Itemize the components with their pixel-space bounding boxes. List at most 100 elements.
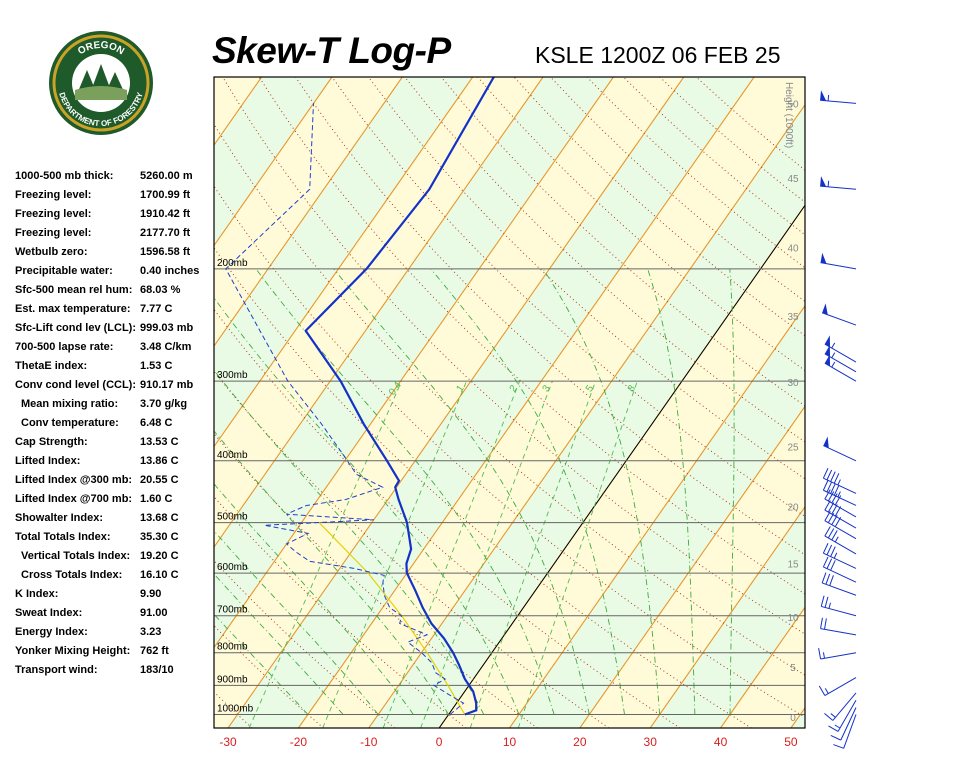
wind-barb <box>824 345 857 373</box>
stat-row: K Index: 9.90 <box>15 586 215 605</box>
stat-label: Sfc-500 mean rel hum: <box>15 284 133 296</box>
wind-barb-shaft <box>820 185 857 190</box>
isotherm-line <box>227 77 685 728</box>
stat-label: Conv temperature: <box>21 417 119 429</box>
wind-barb-flag <box>824 713 834 721</box>
wind-barb <box>820 252 857 270</box>
wind-barb-flag <box>826 481 833 493</box>
stat-label: Cap Strength: <box>15 436 88 448</box>
mixing-ratio-label: 5 <box>584 383 596 394</box>
height-tick-label: 15 <box>787 560 799 571</box>
wind-barb-flag <box>818 685 826 696</box>
wind-barb-flag <box>830 471 836 482</box>
wind-barb-flag <box>826 469 833 481</box>
wind-barb-shaft <box>823 445 857 462</box>
stat-row: Sfc-Lift cond lev (LCL): 999.03 mb <box>15 320 215 339</box>
wind-barb-flag <box>829 575 834 586</box>
stat-row: Precipitable water: 0.40 inches <box>15 263 215 282</box>
stat-value: 13.53 C <box>140 436 179 448</box>
plot-area <box>0 77 805 728</box>
pressure-label: 700mb <box>217 605 248 616</box>
stat-label: Lifted Index: <box>15 455 81 467</box>
wind-barb-shaft <box>824 677 857 696</box>
isotherm-band <box>0 77 51 728</box>
wind-barb-shaft <box>820 262 857 270</box>
moist-adiabat <box>255 268 555 715</box>
wind-barb-half-flag <box>837 491 841 498</box>
stat-value: 13.68 C <box>140 512 179 524</box>
stat-value: 762 ft <box>140 645 169 657</box>
isotherm-line <box>649 505 805 728</box>
isotherm-band <box>228 77 755 728</box>
pressure-label: 300mb <box>217 370 248 381</box>
dry-adiabat <box>0 77 181 728</box>
wind-barb-flag <box>830 560 836 571</box>
wind-barb <box>822 480 857 506</box>
stat-value: 1910.42 ft <box>140 208 191 220</box>
mixing-ratio-label: 3 <box>541 383 553 394</box>
isotherm-band <box>0 77 121 728</box>
logo-top-text: OREGON <box>76 40 126 57</box>
wind-barb-flag <box>820 617 823 629</box>
wind-barb-pennant <box>824 345 831 357</box>
pressure-label: 1000mb <box>217 703 254 714</box>
wind-barb-half-flag <box>828 602 831 609</box>
stat-value: 68.03 % <box>140 284 181 296</box>
stat-label: Transport wind: <box>15 664 98 676</box>
height-tick-label: 0 <box>790 713 796 724</box>
height-tick-label: 5 <box>790 663 796 674</box>
stat-value: 13.86 C <box>140 455 179 467</box>
mixing-ratio-line <box>517 381 638 728</box>
wind-barb-shaft <box>823 489 857 506</box>
svg-text:OREGON: OREGON <box>76 40 126 57</box>
wind-barb-half-flag <box>831 361 836 368</box>
wind-barb-shaft <box>820 99 857 104</box>
wind-barb-shaft <box>824 535 857 555</box>
stat-value: 1.53 C <box>140 360 173 372</box>
height-tick-label: 25 <box>787 443 799 454</box>
wind-barb <box>822 556 857 583</box>
wind-barb-half-flag <box>824 688 829 694</box>
parcel-path <box>318 522 466 715</box>
wind-barb <box>822 468 857 494</box>
wind-barb-half-flag <box>827 180 830 187</box>
wind-barb <box>828 700 857 732</box>
zero-isotherm <box>438 204 805 728</box>
stat-label: Freezing level: <box>15 189 92 201</box>
stat-value: 910.17 mb <box>140 379 194 391</box>
wind-barb-shaft <box>823 552 857 569</box>
wind-barb-flag <box>824 526 831 537</box>
wind-barb-half-flag <box>827 94 830 101</box>
oregon-forestry-logo: OREGON DEPARTMENT OF FORESTRY <box>49 31 153 135</box>
stat-label: Showalter Index: <box>15 512 104 524</box>
wind-barb <box>820 617 857 636</box>
mixing-ratio-label: 2 <box>508 383 520 394</box>
wind-barb-shaft <box>840 707 857 741</box>
isotherm-line <box>214 77 333 247</box>
stat-label: Mean mixing ratio: <box>21 398 119 410</box>
wind-barb-flag <box>822 480 829 491</box>
x-tick-label: 40 <box>714 735 728 749</box>
height-tick-label: 50 <box>787 99 799 110</box>
dry-adiabat <box>214 123 805 676</box>
wind-barb-flag <box>822 468 829 479</box>
wind-barb-shaft <box>823 566 857 583</box>
wind-barb <box>820 90 857 104</box>
stat-row: Total Totals Index: 35.30 C <box>15 529 215 548</box>
wind-barb-shaft <box>822 582 857 596</box>
isotherm-line <box>297 77 755 728</box>
wind-barb <box>820 595 857 617</box>
wind-barb-shaft <box>837 700 857 732</box>
wind-barb-shaft <box>824 498 857 518</box>
stat-label: Cross Totals Index: <box>21 569 123 581</box>
stat-row: Yonker Mixing Height: 762 ft <box>15 643 215 662</box>
stat-row: Freezing level: 1700.99 ft <box>15 187 215 206</box>
wind-barb-half-flag <box>837 479 841 486</box>
wind-barb-half-flag <box>831 342 836 349</box>
stat-value: 2177.70 ft <box>140 227 191 239</box>
wind-barb <box>824 335 857 363</box>
wind-barb-shaft <box>823 477 857 494</box>
wind-barb-flag <box>825 573 831 585</box>
pressure-label: 200mb <box>217 258 248 269</box>
